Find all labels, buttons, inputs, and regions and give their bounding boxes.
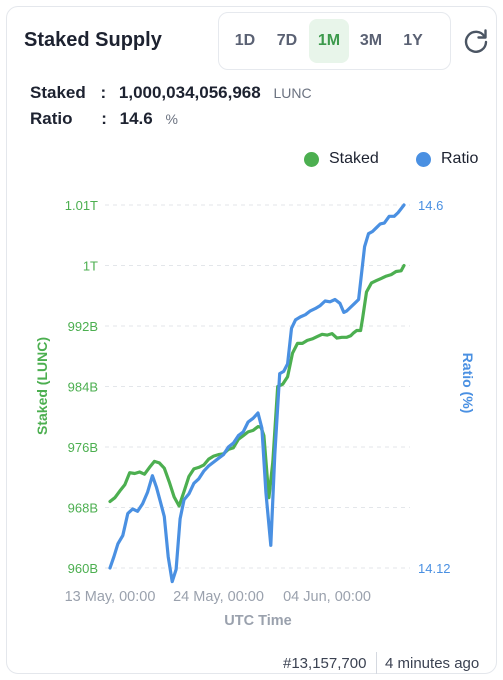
refresh-icon[interactable] [462, 27, 490, 55]
block-number: #13,157,700 [283, 655, 367, 672]
y-right-tick-label: 14.12 [418, 561, 451, 576]
legend-dot-staked [304, 151, 319, 167]
last-updated: 4 minutes ago [385, 655, 480, 672]
staked-supply-chart: 960B 968B 976B 984B 992B 1T 1.01T 14.6 14.12 13 M… [34, 198, 476, 629]
y-left-tick-label: 968B [68, 501, 98, 516]
y-left-tick-label: 1.01T [65, 198, 98, 213]
y-left-tick-label: 984B [68, 380, 98, 395]
staked-colon: : [100, 83, 107, 102]
x-tick-label: 04 Jun, 00:00 [283, 589, 371, 605]
period-button-1d[interactable]: 1D [234, 32, 256, 49]
staked-stat: Staked : 1,000,034,056,968 LUNC [30, 83, 312, 103]
legend-item-staked[interactable]: Staked [304, 150, 379, 168]
series-line-staked [108, 263, 406, 508]
period-button-3m[interactable]: 3M [359, 32, 383, 49]
staked-label: Staked [30, 83, 86, 102]
period-button-7d[interactable]: 7D [276, 32, 298, 49]
legend-label-ratio: Ratio [441, 150, 479, 167]
ratio-label: Ratio [30, 109, 73, 128]
ratio-stat: Ratio : 14.6 % [30, 109, 178, 129]
y-right-axis-title: Ratio (%) [460, 353, 476, 414]
y-left-tick-label: 976B [68, 440, 98, 455]
y-right-tick-label: 14.6 [418, 198, 443, 213]
y-left-tick-label: 1T [83, 259, 98, 274]
staked-value: 1,000,034,056,968 [118, 83, 261, 102]
card-title: Staked Supply [24, 29, 162, 51]
ratio-colon: : [101, 109, 107, 128]
ratio-unit: % [165, 111, 178, 127]
x-axis-title: UTC Time [224, 613, 291, 629]
period-button-1m[interactable]: 1M [309, 19, 349, 63]
x-tick-label: 13 May, 00:00 [65, 589, 156, 605]
staked-unit: LUNC [273, 85, 312, 101]
footer-divider [376, 652, 377, 674]
legend-dot-ratio [416, 151, 431, 167]
y-left-axis-title: Staked (LUNC) [34, 337, 50, 435]
y-left-tick-label: 992B [68, 319, 98, 334]
staked-supply-card [6, 6, 497, 674]
ratio-value: 14.6 [119, 109, 153, 128]
legend-item-ratio[interactable]: Ratio [416, 150, 478, 168]
y-left-tick-label: 960B [68, 561, 98, 576]
x-tick-label: 24 May, 00:00 [173, 589, 264, 605]
period-button-1y[interactable]: 1Y [403, 32, 423, 49]
legend-label-staked: Staked [329, 150, 379, 167]
period-selector: 1D 7D 1M 3M 1Y [218, 12, 451, 70]
series-line-ratio [108, 203, 406, 584]
